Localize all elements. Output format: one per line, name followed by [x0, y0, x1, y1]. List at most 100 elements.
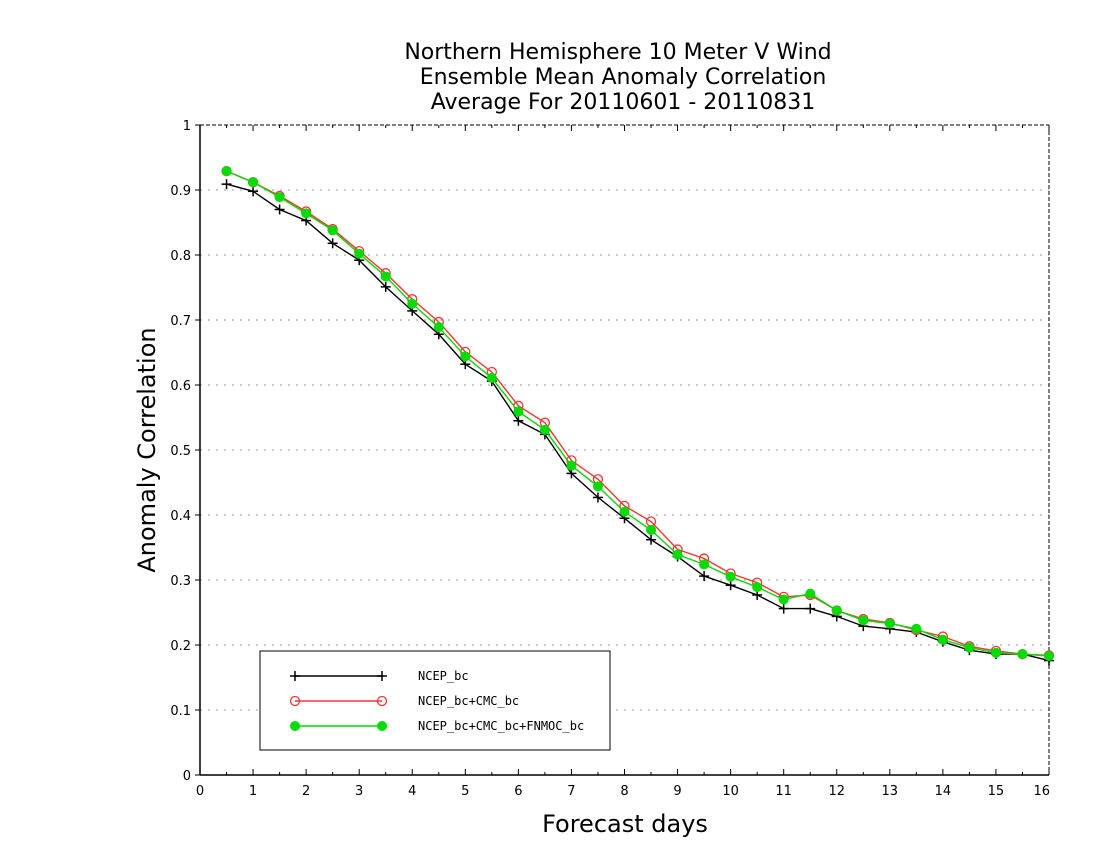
data-point — [699, 571, 710, 582]
data-point — [619, 506, 630, 517]
data-point — [805, 603, 816, 614]
x-tick-label: 13 — [882, 784, 899, 799]
y-axis-ticks: 0 0.1 0.2 0.3 0.4 0.5 0.6 0.7 0.8 0.9 1 — [170, 119, 200, 784]
data-point — [672, 549, 683, 560]
y-tick-label: 0.1 — [170, 704, 191, 719]
y-tick-label: 0.6 — [170, 379, 191, 394]
data-point — [778, 603, 789, 614]
y-tick-label: 0.2 — [170, 639, 191, 654]
x-tick-label: 15 — [988, 784, 1005, 799]
x-tick-label: 6 — [514, 784, 522, 799]
x-axis-ticks: 0 1 2 3 4 5 6 7 8 9 10 11 12 13 14 15 16 — [196, 125, 1050, 799]
data-point — [1044, 651, 1054, 662]
x-axis-label: Forecast days — [542, 810, 708, 838]
title-line-3: Average For 20110601 - 20110831 — [431, 90, 816, 115]
data-point — [831, 605, 842, 616]
x-tick-label: 0 — [196, 784, 204, 799]
x-tick-label: 4 — [408, 784, 416, 799]
data-point — [911, 623, 922, 634]
data-point — [539, 424, 550, 435]
series-line — [226, 170, 1050, 657]
data-point — [327, 238, 338, 249]
data-point — [858, 615, 869, 626]
legend-label: NCEP_bc+CMC_bc — [418, 694, 519, 708]
y-tick-label: 0.3 — [170, 574, 191, 589]
data-point — [513, 406, 524, 417]
data-point — [1017, 649, 1028, 660]
data-point — [221, 179, 232, 190]
x-tick-label: 1 — [249, 784, 257, 799]
y-axis-label: Anomaly Correlation — [133, 327, 161, 572]
series-1 — [221, 165, 1055, 661]
data-point — [407, 298, 418, 309]
data-point — [460, 351, 471, 362]
data-point — [274, 204, 285, 215]
series-2 — [221, 166, 1054, 662]
legend-item: NCEP_bc+CMC_bc+FNMOC_bc — [290, 719, 584, 733]
x-tick-label: 7 — [567, 784, 575, 799]
legend-item: NCEP_bc — [290, 669, 469, 683]
data-point — [513, 415, 524, 426]
data-point — [592, 481, 603, 492]
data-point — [327, 225, 338, 236]
x-tick-label: 11 — [775, 784, 792, 799]
legend-marker — [377, 721, 387, 731]
data-point — [354, 248, 365, 259]
legend-item: NCEP_bc+CMC_bc — [289, 694, 519, 708]
data-point — [752, 582, 763, 593]
series-layer — [221, 165, 1055, 666]
legend-marker — [290, 671, 300, 681]
data-point — [380, 281, 391, 292]
title-line-2: Ensemble Mean Anomaly Correlation — [420, 65, 827, 90]
data-point — [725, 580, 736, 591]
y-tick-label: 0.7 — [170, 314, 191, 329]
x-tick-label: 14 — [935, 784, 952, 799]
legend-marker — [290, 721, 300, 731]
data-point — [433, 322, 444, 333]
series-0 — [221, 179, 1054, 666]
legend: NCEP_bc NCEP_bc+CMC_bc NCEP_bc+CMC_bc+FNMO… — [259, 650, 611, 751]
x-tick-label: 12 — [828, 784, 845, 799]
data-point — [248, 177, 259, 188]
x-tick-label: 9 — [673, 784, 681, 799]
y-tick-label: 0.4 — [170, 509, 191, 524]
x-tick-label: 3 — [355, 784, 363, 799]
data-point — [990, 647, 1001, 658]
x-tick-label: 5 — [461, 784, 469, 799]
legend-label: NCEP_bc+CMC_bc+FNMOC_bc — [418, 719, 584, 733]
legend-label: NCEP_bc — [418, 669, 469, 683]
y-tick-label: 0.8 — [170, 249, 191, 264]
data-point — [274, 192, 285, 203]
legend-items: NCEP_bc NCEP_bc+CMC_bc NCEP_bc+CMC_bc+FNMO… — [289, 669, 584, 733]
data-point — [248, 186, 259, 197]
data-point — [221, 166, 232, 177]
legend-marker — [376, 695, 388, 707]
x-tick-label: 2 — [302, 784, 310, 799]
data-point — [301, 208, 312, 219]
y-tick-label: 1 — [183, 119, 191, 134]
data-point — [592, 492, 603, 503]
data-point — [380, 271, 391, 282]
y-tick-label: 0 — [183, 769, 191, 784]
x-tick-label: 16 — [1033, 784, 1050, 799]
data-point — [486, 372, 497, 383]
data-point — [699, 559, 710, 570]
data-point — [805, 588, 816, 599]
x-tick-label: 10 — [722, 784, 739, 799]
y-tick-label: 0.5 — [170, 444, 191, 459]
data-point — [964, 642, 975, 653]
legend-marker — [289, 695, 301, 707]
y-tick-label: 0.9 — [170, 184, 191, 199]
series-line — [226, 183, 1050, 662]
data-point — [778, 594, 789, 605]
data-point — [725, 571, 736, 582]
data-point — [646, 534, 657, 545]
title-line-1: Northern Hemisphere 10 Meter V Wind — [404, 40, 831, 65]
x-tick-label: 8 — [620, 784, 628, 799]
legend-marker — [377, 671, 387, 681]
data-point — [566, 460, 577, 471]
chart-title: Northern Hemisphere 10 Meter V Wind Ense… — [404, 40, 831, 115]
data-point — [884, 618, 895, 629]
data-point — [646, 524, 657, 535]
